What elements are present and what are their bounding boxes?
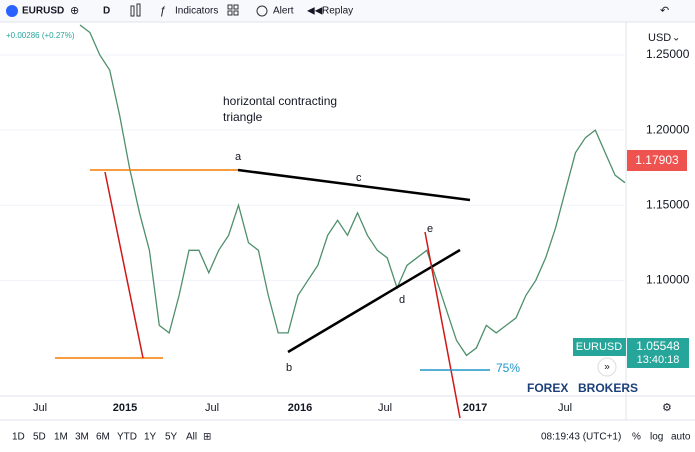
symbol-tag-label: EURUSD — [576, 341, 623, 353]
retrace-label: 75% — [496, 361, 520, 375]
price-marker — [627, 150, 687, 171]
range-button[interactable]: All — [186, 432, 197, 443]
scale-option[interactable]: log — [650, 432, 663, 443]
currency-arrow[interactable]: ⌄ — [672, 33, 680, 44]
interval[interactable]: D — [103, 6, 110, 17]
range-button[interactable]: 6M — [96, 432, 110, 443]
last-price-label: 1.05548 — [636, 339, 680, 353]
currency[interactable]: USD — [648, 32, 671, 44]
time-axis: Jul 2015 Jul 2016 Jul 2017 Jul — [33, 402, 572, 414]
date-range-icon[interactable]: ⊞ — [203, 432, 211, 443]
add-symbol[interactable]: ⊕ — [70, 5, 79, 17]
x-tick-label: 2015 — [113, 402, 137, 414]
alert-icon[interactable] — [256, 5, 268, 17]
countdown: 13:40:18 — [637, 354, 680, 366]
clock: 08:19:43 (UTC+1) — [541, 432, 621, 443]
price-line — [79, 24, 626, 357]
range-button[interactable]: YTD — [117, 432, 137, 443]
replay[interactable]: Replay — [322, 6, 353, 17]
triangle-upper — [237, 168, 471, 202]
x-tick-label: 2016 — [288, 402, 312, 414]
change: +0.00286 (+0.27%) — [6, 31, 75, 40]
plot: 1.25000 1.20000 1.15000 1.10000 — [0, 24, 690, 357]
toolbar — [0, 0, 695, 22]
watermark: FOREX — [527, 381, 568, 395]
wave-label: b — [286, 362, 292, 374]
wave-label: e — [427, 223, 433, 235]
chart-type-icon[interactable] — [130, 3, 141, 17]
annotation: triangle — [223, 110, 263, 124]
y-tick-label: 1.20000 — [646, 122, 690, 136]
scroll-button[interactable] — [597, 357, 617, 377]
layout-icon[interactable] — [227, 4, 239, 16]
watermark: BROKERS — [578, 381, 638, 395]
symbol[interactable]: EURUSD — [22, 6, 64, 17]
x-tick-label: 2017 — [463, 402, 487, 414]
x-tick-label: Jul — [205, 402, 219, 414]
range-button[interactable]: 5D — [33, 432, 46, 443]
bottom-bar: 1D 5D 1M 3M 6M YTD 1Y 5Y All% log auto — [12, 432, 691, 443]
trend-line — [424, 231, 461, 419]
indicators-icon[interactable]: ƒ — [160, 5, 166, 17]
y-tick-label: 1.15000 — [646, 197, 690, 211]
symbol-icon — [6, 5, 18, 17]
indicators[interactable]: Indicators — [175, 6, 218, 17]
scroll-icon[interactable]: » — [604, 362, 610, 373]
wave-label: a — [235, 151, 242, 163]
trend-line — [104, 171, 144, 359]
range-button[interactable]: 3M — [75, 432, 89, 443]
wave-label: d — [399, 294, 405, 306]
replay-icon[interactable]: ◀◀ — [307, 6, 323, 17]
last-price — [627, 338, 689, 368]
settings[interactable]: ⚙ — [662, 402, 672, 414]
x-tick-label: Jul — [558, 402, 572, 414]
y-tick-label: 1.10000 — [646, 273, 690, 287]
undo[interactable]: ↶ — [660, 5, 669, 17]
x-tick-label: Jul — [378, 402, 392, 414]
symbol-tag — [573, 338, 626, 356]
x-tick-label: Jul — [33, 402, 47, 414]
range-button[interactable]: 1D — [12, 432, 25, 443]
annotation: horizontal contracting — [223, 94, 337, 108]
scale-option[interactable]: auto — [671, 432, 691, 443]
price-marker-label: 1.17903 — [635, 153, 679, 167]
y-tick-label: 1.25000 — [646, 47, 690, 61]
range-button[interactable]: 5Y — [165, 432, 178, 443]
wave-label: c — [356, 172, 362, 184]
range-button[interactable]: 1M — [54, 432, 68, 443]
alert[interactable]: Alert — [273, 6, 294, 17]
range-button[interactable]: 1Y — [144, 432, 157, 443]
scale-option[interactable]: % — [632, 432, 641, 443]
